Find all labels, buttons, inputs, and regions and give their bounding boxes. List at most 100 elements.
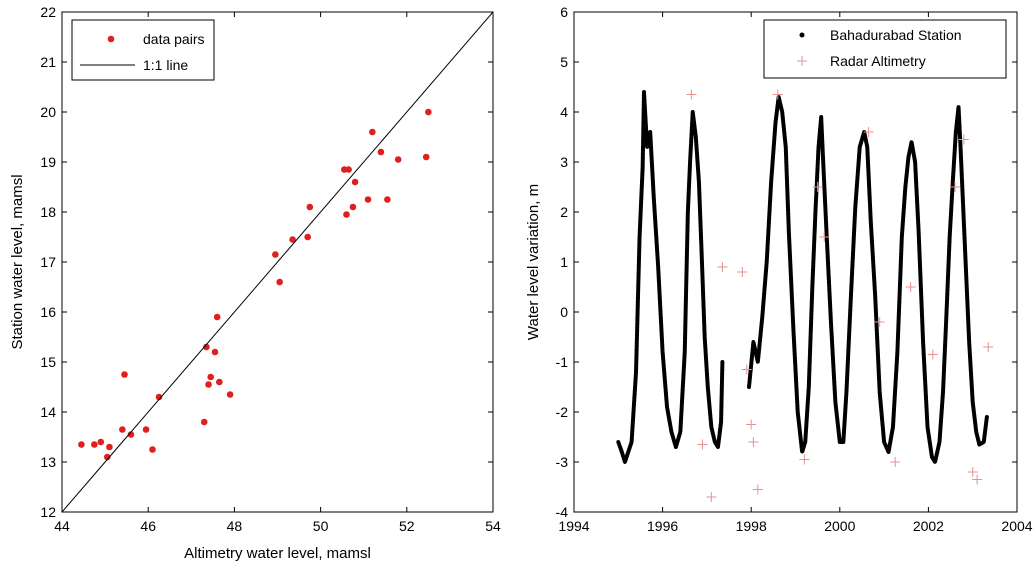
data-pair-point <box>394 156 402 163</box>
altimetry-point <box>741 364 752 375</box>
right-timeseries-panel: 1994 1996 1998 2000 2002 2004 -4 -3 -2 -1 0 1 2 3 4 5 6 W… <box>525 4 1033 534</box>
data-pair-point <box>121 371 128 378</box>
data-pair-point <box>351 178 359 186</box>
x-axis-label: Altimetry water level, mamsl <box>184 545 371 562</box>
data-pair-point <box>306 203 314 211</box>
data-pair-point <box>364 196 372 203</box>
y-tick-label: -3 <box>556 454 569 470</box>
altimetry-point <box>949 182 960 192</box>
y-tick-label: 15 <box>40 354 56 370</box>
x-tick-label: 1994 <box>558 518 589 534</box>
y-tick-label: 22 <box>40 4 56 20</box>
x-tick-label: 50 <box>313 518 329 534</box>
plot-area <box>62 12 493 512</box>
x-tick-label: 1996 <box>647 518 678 534</box>
legend-marker-data-pairs <box>107 35 115 43</box>
altimetry-point <box>752 484 763 495</box>
data-pair-point <box>272 251 279 258</box>
x-tick-label: 54 <box>485 518 501 534</box>
data-pair-point <box>422 153 430 161</box>
y-tick-label: 19 <box>40 154 56 170</box>
y-tick-label: -2 <box>556 404 569 420</box>
y-tick-label: 12 <box>40 504 56 520</box>
y-tick-label: 20 <box>40 104 56 120</box>
data-pair-point <box>349 203 357 211</box>
plot-area <box>616 89 994 502</box>
y-tick-label: 16 <box>40 304 56 320</box>
altimetry-point <box>874 317 885 327</box>
y-axis-label: Station water level, mamsl <box>9 174 26 349</box>
x-tick-label: 2000 <box>824 518 855 534</box>
altimetry-point <box>737 267 748 277</box>
station-series-line <box>746 95 989 464</box>
y-axis-label: Water level variation, m <box>525 184 542 340</box>
data-pair-point <box>200 418 208 426</box>
data-pair-point <box>425 108 432 116</box>
legend-box <box>71 19 215 81</box>
data-pair-point <box>216 378 223 386</box>
altimetry-point <box>927 349 938 360</box>
altimetry-point <box>863 127 874 137</box>
altimetry-point <box>983 342 994 352</box>
data-pair-point <box>304 233 311 241</box>
altimetry-point <box>772 89 783 100</box>
y-tick-label: 2 <box>560 204 568 220</box>
data-pair-point <box>78 441 85 448</box>
altimetry-point <box>686 89 697 100</box>
data-pair-point <box>207 373 214 381</box>
legend-marker-altimetry <box>797 56 807 66</box>
altimetry-point <box>746 419 757 430</box>
y-tick-label: 13 <box>40 454 56 470</box>
data-pair-point <box>119 426 126 433</box>
data-pair-point <box>377 148 385 156</box>
y-tick-label: -1 <box>556 354 569 370</box>
data-pair-point <box>203 343 210 351</box>
left-scatter-panel: 44 46 48 50 52 54 12 13 14 15 16 17 18 19 20 21 22 Altime… <box>9 4 501 562</box>
legend: data pairs 1:1 line <box>71 19 215 81</box>
data-pair-point <box>127 431 135 438</box>
altimetry-point <box>958 134 969 145</box>
y-tick-label: 1 <box>560 254 568 270</box>
one-to-one-line <box>62 12 493 512</box>
data-pair-point <box>205 381 212 388</box>
x-tick-label: 2004 <box>1001 518 1032 534</box>
altimetry-point <box>972 474 983 485</box>
data-pair-point <box>213 313 221 321</box>
x-tick-label: 2002 <box>913 518 944 534</box>
y-tick-label: 18 <box>40 204 56 220</box>
altimetry-point <box>890 457 901 467</box>
y-tick-label: 4 <box>560 104 568 120</box>
altimetry-point <box>812 182 823 192</box>
data-pair-point <box>91 441 98 448</box>
legend-label-station: Bahadurabad Station <box>830 27 962 43</box>
data-pair-point <box>276 278 283 286</box>
y-tick-label: 6 <box>560 4 568 20</box>
altimetry-point <box>717 262 728 272</box>
data-pair-point <box>106 443 113 451</box>
data-pair-point <box>289 236 296 243</box>
data-pair-point <box>142 426 150 433</box>
y-tick-label: -4 <box>556 504 569 520</box>
data-pair-point <box>97 438 105 446</box>
legend: Bahadurabad Station Radar Altimetry <box>763 19 1007 79</box>
legend-label-altimetry: Radar Altimetry <box>830 53 926 69</box>
data-pair-point <box>345 166 352 173</box>
data-pair-point <box>155 393 163 401</box>
altimetry-point <box>706 492 717 502</box>
x-tick-label: 46 <box>140 518 156 534</box>
legend-label-one-to-one: 1:1 line <box>143 57 188 73</box>
data-pair-point <box>211 348 219 356</box>
y-tick-label: 3 <box>560 154 568 170</box>
y-tick-label: 21 <box>40 54 56 70</box>
station-series-line <box>616 90 725 464</box>
data-pair-point <box>103 453 111 461</box>
y-tick-label: 14 <box>40 404 56 420</box>
data-pair-point <box>343 211 350 218</box>
altimetry-point <box>748 437 759 447</box>
altimetry-point <box>697 439 708 450</box>
altimetry-point <box>819 232 830 242</box>
legend-label-data-pairs: data pairs <box>143 31 204 47</box>
legend-box <box>763 19 1007 79</box>
x-tick-label: 44 <box>54 518 70 534</box>
